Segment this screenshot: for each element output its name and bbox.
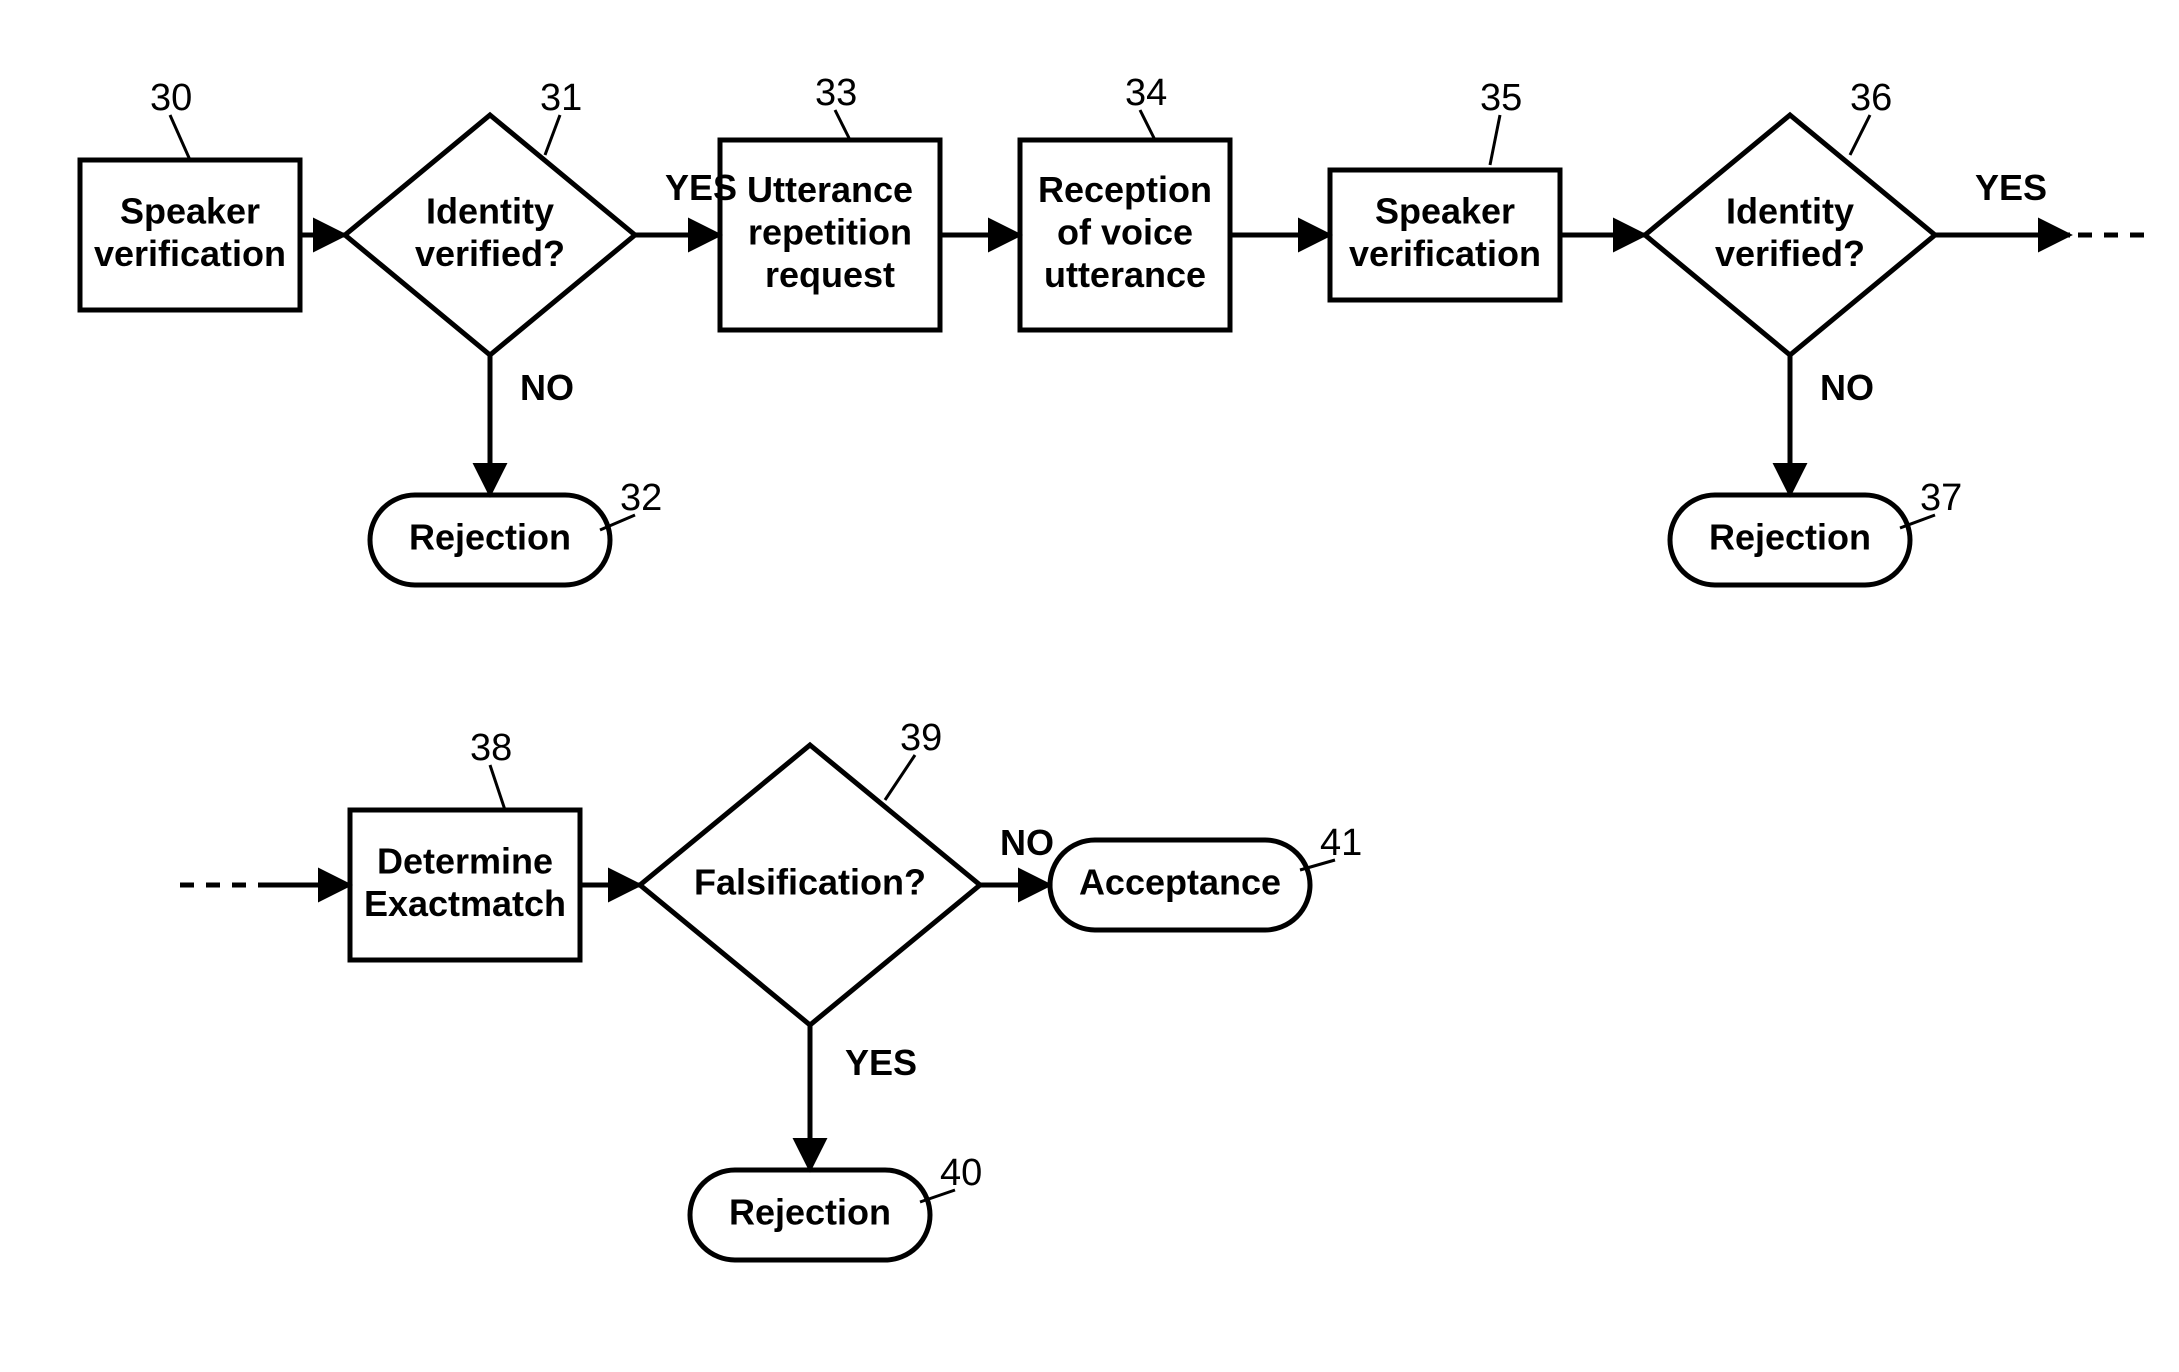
node-label: request (765, 254, 895, 295)
node-ref: 34 (1125, 72, 1167, 114)
edge-label: NO (1820, 367, 1874, 408)
node-label: verified? (1715, 233, 1865, 274)
edge-n36-n37: NO (1790, 355, 1874, 495)
n35: Speakerverification 35 (1330, 77, 1560, 300)
node-label: Speaker (120, 190, 260, 231)
node-label: Exactmatch (364, 883, 566, 924)
n41: Acceptance 41 (1050, 822, 1362, 930)
node-label: verification (94, 233, 286, 274)
node-label: Rejection (1709, 517, 1871, 558)
n33: Utterancerepetitionrequest 33 (720, 72, 940, 330)
node-ref: 41 (1320, 822, 1362, 864)
node-ref: 30 (150, 77, 192, 119)
n36: Identityverified? 36 (1645, 77, 1935, 355)
node-label: Rejection (409, 517, 571, 558)
node-ref: 39 (900, 717, 942, 759)
n31: Identityverified? 31 (345, 77, 635, 355)
edge-n36-cont1: YES (1935, 167, 2150, 235)
n34: Receptionof voiceutterance 34 (1020, 72, 1230, 330)
node-label: Determine (377, 840, 553, 881)
node-label: Identity (1726, 190, 1854, 231)
node-ref: 36 (1850, 77, 1892, 119)
edge-n31-n32: NO (490, 355, 574, 495)
node-label: Rejection (729, 1192, 891, 1233)
node-label: Speaker (1375, 190, 1515, 231)
node-label: Reception (1038, 169, 1212, 210)
flowchart-diagram: Speakerverification30Identityverified?31… (0, 0, 2179, 1372)
edge-label: NO (520, 367, 574, 408)
node-ref: 40 (940, 1152, 982, 1194)
node-label: Acceptance (1079, 862, 1281, 903)
n39: Falsification? 39 (640, 717, 980, 1025)
edge-n39-n40: YES (810, 1025, 917, 1170)
node-ref: 35 (1480, 77, 1522, 119)
n40: Rejection 40 (690, 1152, 982, 1260)
n38: DetermineExactmatch 38 (350, 727, 580, 960)
edge-label: NO (1000, 822, 1054, 863)
edge-label: YES (1975, 167, 2047, 208)
n37: Rejection 37 (1670, 477, 1962, 585)
n32: Rejection 32 (370, 477, 662, 585)
node-label: of voice (1057, 212, 1193, 253)
node-label: Falsification? (694, 862, 926, 903)
edge-label: YES (665, 167, 737, 208)
node-label: verified? (415, 233, 565, 274)
node-ref: 31 (540, 77, 582, 119)
node-ref: 33 (815, 72, 857, 114)
node-label: repetition (748, 212, 912, 253)
edge-n39-n41: NO (980, 822, 1054, 885)
node-label: utterance (1044, 254, 1206, 295)
node-ref: 37 (1920, 477, 1962, 519)
n30: Speakerverification 30 (80, 77, 300, 310)
node-ref: 38 (470, 727, 512, 769)
node-label: Identity (426, 190, 554, 231)
node-label: verification (1349, 233, 1541, 274)
node-label: Utterance (747, 169, 913, 210)
node-ref: 32 (620, 477, 662, 519)
edge-label: YES (845, 1042, 917, 1083)
